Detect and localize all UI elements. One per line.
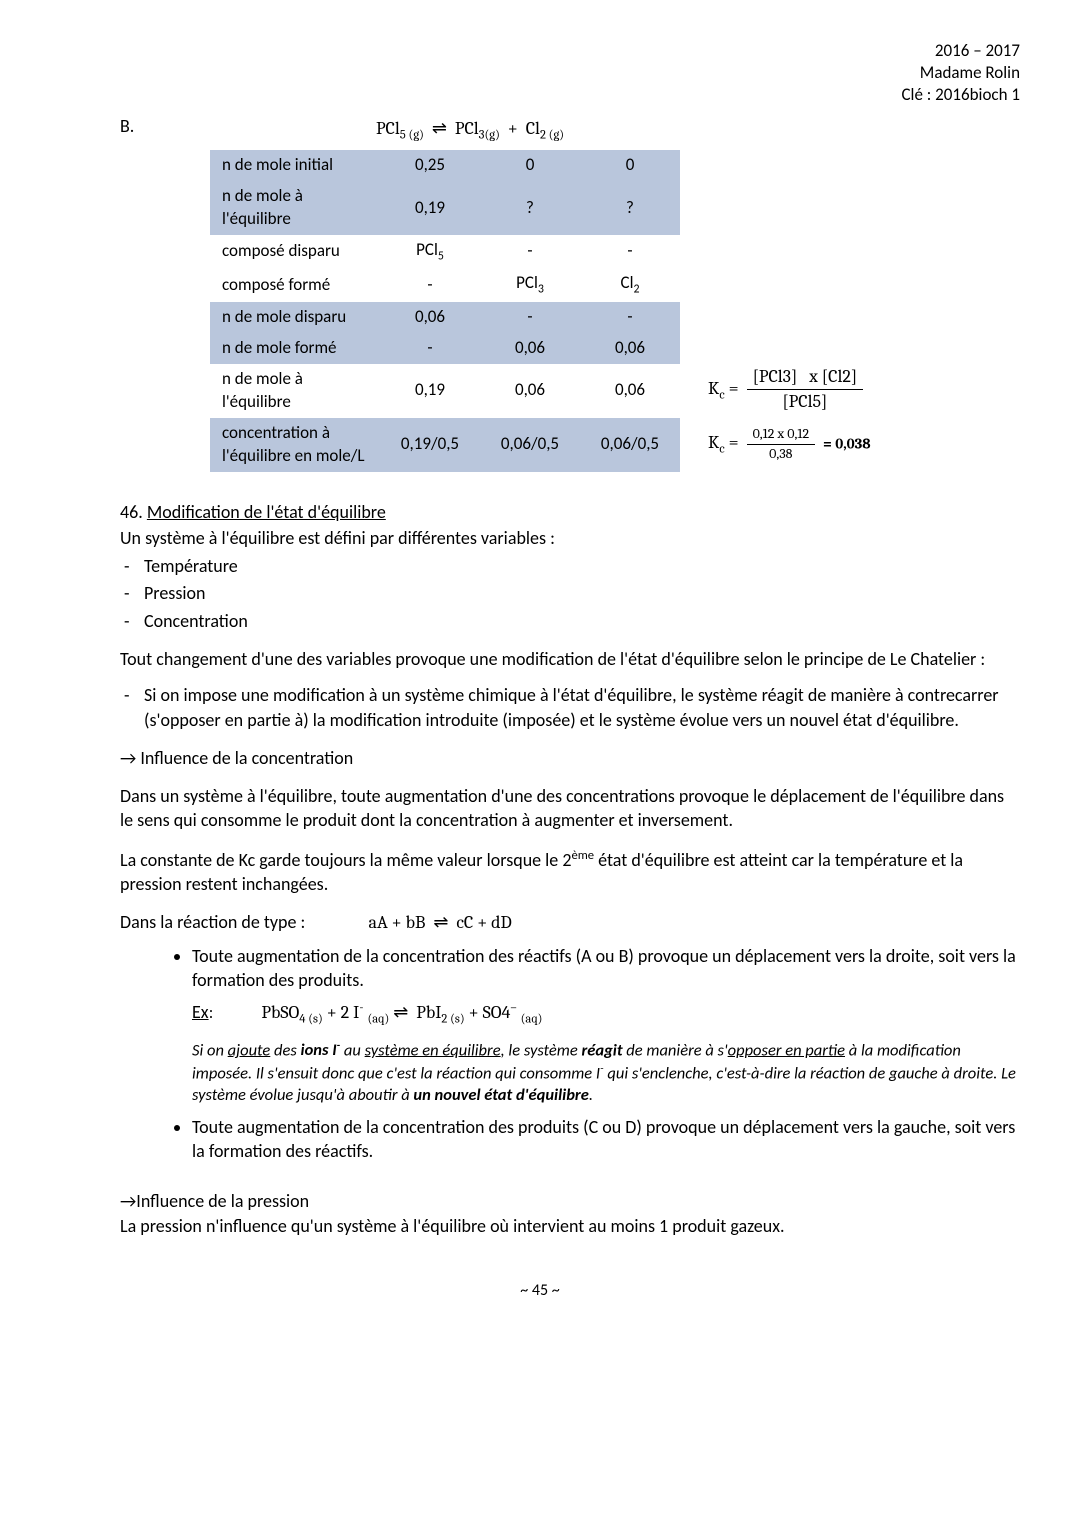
cell: 0,06 (480, 364, 580, 418)
cell: 0 (480, 150, 580, 181)
bullet-item: Toute augmentation de la concentration d… (192, 944, 1020, 1107)
conc-paragraph-2: La constante de Kc garde toujours la mêm… (120, 847, 1020, 897)
row-label: n de mole initial (210, 150, 380, 181)
chatelier-intro: Tout changement d'une des variables prov… (120, 647, 1020, 671)
table-row: n de mole à l'équilibre0,190,060,06 (210, 364, 680, 418)
table-row: composé formé-PCl3Cl2 (210, 268, 680, 301)
cell: Cl2 (580, 268, 680, 301)
example-note: Si on ajoute des ions I- au système en é… (192, 1039, 1020, 1107)
cell: - (380, 268, 480, 301)
cell: - (580, 302, 680, 333)
cell: - (580, 235, 680, 268)
sec46-body: Un système à l'équilibre est défini par … (120, 526, 1020, 1238)
reaction-type-line: Dans la réaction de type : aA + bB ⇌ cC … (120, 910, 1020, 935)
variable-item: Pression (144, 581, 1020, 605)
table-row: n de mole à l'équilibre0,19?? (210, 181, 680, 235)
cell: 0,06/0,5 (580, 418, 680, 472)
cell: 0,19 (380, 181, 480, 235)
cell: - (380, 333, 480, 364)
variable-item: Concentration (144, 609, 1020, 633)
chatelier-principle: Si on impose une modification à un systè… (144, 683, 1020, 732)
cell: 0,19 (380, 364, 480, 418)
pression-paragraph: La pression n'influence qu'un système à … (120, 1214, 1020, 1238)
conc-paragraph-1: Dans un système à l'équilibre, toute aug… (120, 784, 1020, 833)
cell: 0,06 (580, 364, 680, 418)
ice-table: n de mole initial0,2500n de mole à l'équ… (210, 150, 680, 471)
cell: 0,06 (480, 333, 580, 364)
variables-list: Température Pression Concentration (120, 554, 1020, 633)
header-year: 2016 – 2017 (60, 40, 1020, 62)
influence-pression-heading: →Influence de la pression (120, 1189, 1020, 1213)
page-header: 2016 – 2017 Madame Rolin Clé : 2016bioch… (60, 40, 1020, 106)
cell: PCl3 (480, 268, 580, 301)
variable-item: Température (144, 554, 1020, 578)
row-label: composé disparu (210, 235, 380, 268)
table-row: n de mole initial0,2500 (210, 150, 680, 181)
section-b: B. PCl5 (g) ⇌ PCl3(g) + Cl2 (g) n de mol… (120, 114, 1020, 471)
cell: PCl5 (380, 235, 480, 268)
cell: ? (580, 181, 680, 235)
kc-equations: Kc = [PCl3] x [Cl2][PCl5] Kc = 0,12 x 0,… (708, 365, 871, 471)
cell: 0,06 (380, 302, 480, 333)
header-teacher: Madame Rolin (60, 62, 1020, 84)
table-row: n de mole formé-0,060,06 (210, 333, 680, 364)
page-footer: ~ 45 ~ (60, 1280, 1020, 1302)
table-row: n de mole disparu0,06-- (210, 302, 680, 333)
equation-pcl5: PCl5 (g) ⇌ PCl3(g) + Cl2 (g) (350, 117, 590, 145)
row-label: concentration à l'équilibre en mole/L (210, 418, 380, 472)
cell: - (480, 302, 580, 333)
table-row: composé disparuPCl5-- (210, 235, 680, 268)
concentration-bullets: Toute augmentation de la concentration d… (192, 944, 1020, 1164)
cell: 0,06/0,5 (480, 418, 580, 472)
row-label: n de mole disparu (210, 302, 380, 333)
cell: 0,25 (380, 150, 480, 181)
cell: - (480, 235, 580, 268)
sec46-intro: Un système à l'équilibre est défini par … (120, 526, 1020, 550)
header-key: Clé : 2016bioch 1 (60, 84, 1020, 106)
kc-line1: Kc = [PCl3] x [Cl2][PCl5] (708, 365, 871, 415)
cell: 0,06 (580, 333, 680, 364)
row-label: composé formé (210, 268, 380, 301)
table-row: concentration à l'équilibre en mole/L0,1… (210, 418, 680, 472)
cell: ? (480, 181, 580, 235)
influence-concentration-heading: → Influence de la concentration (120, 746, 1020, 770)
row-label: n de mole à l'équilibre (210, 364, 380, 418)
kc-line2: Kc = 0,12 x 0,120,38 = 0,038 (708, 425, 871, 464)
sec46-title: Modification de l'état d'équilibre (147, 501, 386, 523)
bullet-item: Toute augmentation de la concentration d… (192, 1115, 1020, 1164)
cell: 0 (580, 150, 680, 181)
example-line: Ex:PbSO4 (s) + 2 I- (aq) ⇌ PbI2 (s) + SO… (192, 1000, 1020, 1029)
cell: 0,19/0,5 (380, 418, 480, 472)
row-label: n de mole formé (210, 333, 380, 364)
section-b-label: B. (120, 115, 134, 137)
row-label: n de mole à l'équilibre (210, 181, 380, 235)
sec46-num: 46. (120, 501, 143, 523)
section-46: 46. Modification de l'état d'équilibre (120, 500, 1020, 524)
